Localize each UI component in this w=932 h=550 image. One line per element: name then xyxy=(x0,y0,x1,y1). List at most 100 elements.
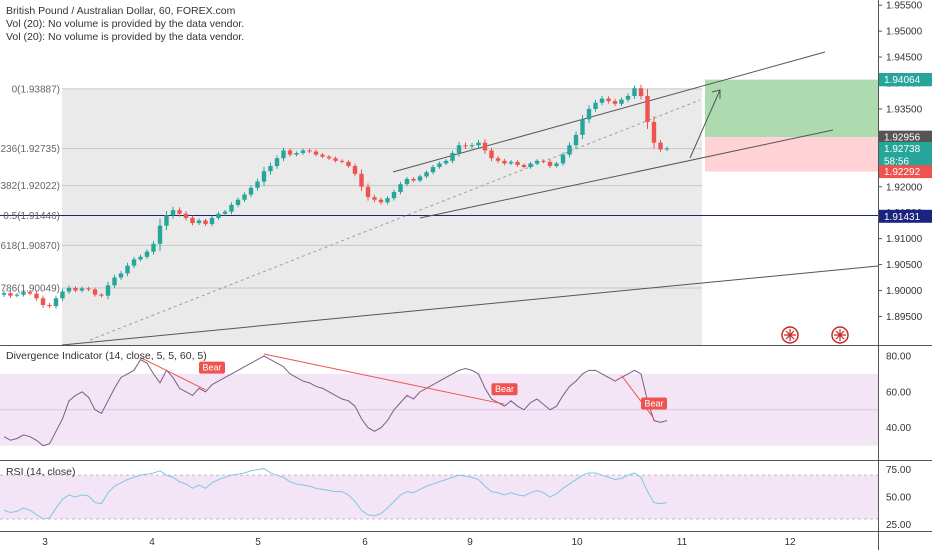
candle[interactable] xyxy=(333,156,338,163)
event-flag-icon[interactable] xyxy=(781,326,799,344)
candle[interactable] xyxy=(27,290,33,296)
candle[interactable] xyxy=(21,290,26,297)
candle[interactable] xyxy=(222,209,228,216)
candle[interactable] xyxy=(287,148,293,157)
candle[interactable] xyxy=(502,158,507,166)
candle[interactable] xyxy=(476,139,481,149)
candle[interactable] xyxy=(66,285,72,294)
candle[interactable] xyxy=(313,149,319,157)
candle[interactable] xyxy=(307,148,312,154)
bear-divergence-tag[interactable]: Bear xyxy=(199,361,225,374)
candle[interactable] xyxy=(352,163,358,177)
candle[interactable] xyxy=(14,292,20,298)
candle[interactable] xyxy=(73,286,78,293)
candle[interactable] xyxy=(580,115,585,140)
bear-divergence-tag[interactable]: Bear xyxy=(641,397,667,410)
candle[interactable] xyxy=(248,185,254,198)
candle[interactable] xyxy=(190,215,195,226)
candle[interactable] xyxy=(300,148,306,156)
candle[interactable] xyxy=(638,84,644,100)
candle[interactable] xyxy=(508,160,514,166)
candle[interactable] xyxy=(216,211,221,220)
price-badge[interactable]: 1.91431 xyxy=(879,209,932,223)
price-badge[interactable]: 1.92956 xyxy=(879,130,932,144)
candle[interactable] xyxy=(456,141,462,157)
candle[interactable] xyxy=(417,174,423,183)
candle[interactable] xyxy=(586,105,592,124)
price-badge[interactable]: 1.92292 xyxy=(879,165,932,179)
candle[interactable] xyxy=(177,207,182,217)
candle[interactable] xyxy=(391,189,397,201)
rsi-indicator-title[interactable]: RSI (14, close) xyxy=(6,466,75,478)
divergence-indicator-title[interactable]: Divergence Indicator (14, close, 5, 5, 6… xyxy=(6,350,207,362)
candle[interactable] xyxy=(209,215,215,227)
bear-divergence-line[interactable] xyxy=(621,375,655,419)
fib-level-label[interactable]: 618(1.90870) xyxy=(1,241,61,252)
candle[interactable] xyxy=(359,169,364,192)
event-flag-icon[interactable] xyxy=(831,326,849,344)
candle[interactable] xyxy=(60,288,65,302)
candle[interactable] xyxy=(170,206,176,219)
price-badge[interactable]: 58:56 xyxy=(879,154,932,168)
candle[interactable] xyxy=(339,159,345,164)
candle[interactable] xyxy=(183,211,189,221)
candle[interactable] xyxy=(47,303,52,309)
candle[interactable] xyxy=(482,139,488,154)
fib-level-label[interactable]: 382(1.92022) xyxy=(1,181,61,192)
candle[interactable] xyxy=(157,218,163,251)
candle[interactable] xyxy=(268,162,273,175)
fib-level-label[interactable]: 236(1.92735) xyxy=(1,144,61,155)
candle[interactable] xyxy=(144,249,150,260)
candle[interactable] xyxy=(281,147,286,162)
candle[interactable] xyxy=(40,295,46,308)
candle[interactable] xyxy=(489,147,494,162)
candle[interactable] xyxy=(274,155,280,169)
candle[interactable] xyxy=(378,197,384,205)
take-profit-zone[interactable] xyxy=(705,79,878,138)
candle[interactable] xyxy=(599,96,605,106)
candle[interactable] xyxy=(34,291,39,301)
candle[interactable] xyxy=(632,85,637,99)
bear-divergence-line[interactable] xyxy=(140,357,206,391)
candle[interactable] xyxy=(398,181,403,195)
candle[interactable] xyxy=(658,139,663,153)
price-badge[interactable]: 1.92738 xyxy=(879,141,932,155)
candle[interactable] xyxy=(430,165,436,175)
candle[interactable] xyxy=(203,218,208,226)
candle[interactable] xyxy=(645,88,650,130)
candle[interactable] xyxy=(495,155,501,164)
candle[interactable] xyxy=(443,159,449,166)
candle[interactable] xyxy=(619,97,624,107)
candle[interactable] xyxy=(105,281,111,300)
candle[interactable] xyxy=(131,256,137,269)
candle[interactable] xyxy=(424,170,429,179)
candle[interactable] xyxy=(151,240,156,255)
candle[interactable] xyxy=(320,153,325,159)
candle[interactable] xyxy=(593,99,598,112)
trend-line[interactable] xyxy=(419,129,834,219)
candle[interactable] xyxy=(463,142,468,150)
candle[interactable] xyxy=(469,142,475,149)
stop-loss-zone[interactable] xyxy=(705,137,878,172)
candle[interactable] xyxy=(261,166,267,186)
candle[interactable] xyxy=(437,161,442,169)
candle[interactable] xyxy=(534,159,540,166)
projection-arrow-icon[interactable] xyxy=(689,89,721,159)
candle[interactable] xyxy=(99,292,104,298)
candle[interactable] xyxy=(365,183,371,201)
candle[interactable] xyxy=(138,254,143,262)
candle[interactable] xyxy=(235,197,241,208)
candle[interactable] xyxy=(118,271,124,280)
price-badge[interactable]: 1.94064 xyxy=(879,73,932,87)
fib-level-label[interactable]: 0.5(1.91446) xyxy=(3,211,60,222)
bear-divergence-tag[interactable]: Bear xyxy=(491,383,518,396)
candle[interactable] xyxy=(450,150,455,164)
candle[interactable] xyxy=(515,160,520,167)
candle[interactable] xyxy=(411,177,416,183)
candle[interactable] xyxy=(125,262,130,277)
candle[interactable] xyxy=(242,192,247,203)
candle[interactable] xyxy=(112,274,117,289)
candle[interactable] xyxy=(560,152,566,166)
candle[interactable] xyxy=(92,287,98,297)
